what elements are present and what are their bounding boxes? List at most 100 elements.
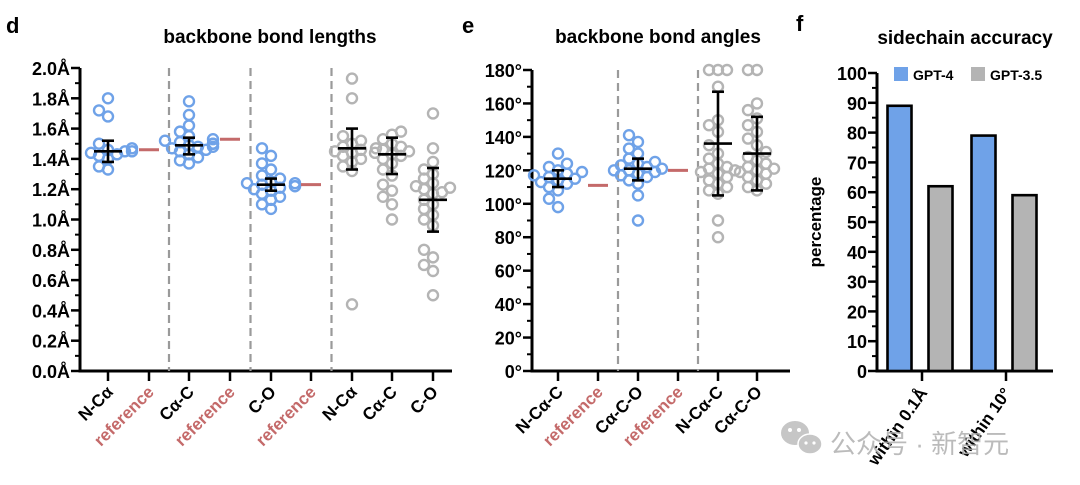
data-point [240, 176, 254, 190]
y-tick-label: 0 [857, 362, 867, 382]
data-point [255, 169, 269, 182]
data-point [182, 108, 196, 122]
y-tick-label: 120° [485, 161, 522, 181]
data-point [527, 169, 541, 182]
data-point [631, 214, 645, 227]
data-point [417, 243, 431, 257]
bar-gpt4 [970, 134, 997, 373]
data-point [376, 178, 390, 191]
y-tick-label: 140° [485, 128, 522, 148]
data-point [711, 80, 725, 93]
data-point [551, 147, 565, 160]
data-point [741, 160, 755, 174]
y-tick-label: 0.0Å [32, 362, 70, 382]
panel-d-bond-lengths: d backbone bond lengths 0.0Å 0.2Å 0.4Å 0.6Å… [6, 13, 457, 450]
data-point [206, 133, 220, 146]
data-point [542, 160, 556, 174]
y-tick-label: 80° [495, 228, 522, 248]
data-point [376, 190, 390, 203]
y-tick-label: 160° [485, 94, 522, 114]
panel-letter-e: e [462, 13, 474, 38]
data-point [702, 139, 716, 152]
panel-e-bond-angles: e backbone bond angles 0° 20° 40° 60° 80° 100… [462, 13, 790, 450]
data-point [648, 155, 662, 169]
data-point [417, 163, 431, 176]
data-point [560, 157, 574, 170]
y-tick-label: 100° [485, 195, 522, 215]
y-tick-label: 0.4Å [32, 301, 70, 321]
y-tick-label: 30 [847, 273, 867, 293]
panel-letter-d: d [6, 13, 19, 38]
data-point [84, 146, 98, 160]
data-point [264, 149, 278, 163]
data-point [750, 97, 764, 110]
y-tick-label: 0.2Å [32, 332, 70, 352]
data-point [426, 251, 440, 264]
data-point [426, 155, 440, 169]
data-point [255, 157, 269, 170]
data-point [702, 118, 716, 132]
legend-label-gpt35: GPT-3.5 [990, 67, 1042, 83]
y-tick-label: 1.2Å [32, 180, 70, 200]
data-point [409, 179, 423, 193]
legend-label-gpt4: GPT-4 [913, 67, 954, 83]
data-point [345, 298, 359, 311]
chart-title-e: backbone bond angles [555, 27, 761, 48]
x-category-label: C-O [406, 382, 441, 417]
x-category-label: C-O [244, 382, 279, 417]
data-point [158, 134, 172, 147]
y-tick-label: 90 [847, 94, 867, 114]
legend-swatch-gpt35 [971, 67, 985, 81]
data-point [182, 95, 196, 108]
y-tick-label: 20 [847, 302, 867, 322]
chart-title-f: sidechain accuracy [877, 28, 1053, 49]
data-point [741, 63, 755, 77]
y-tick-label: 180° [485, 61, 522, 81]
data-point [655, 162, 669, 175]
data-point [173, 125, 187, 138]
marks-e [527, 63, 781, 244]
data-point [720, 63, 734, 77]
data-point [741, 132, 755, 145]
data-point [426, 107, 440, 120]
watermark: 公众号 · 新智元 [781, 421, 1009, 459]
legend-swatch-gpt4 [894, 67, 908, 81]
data-point [394, 125, 408, 138]
y-tick-label: 2.0Å [32, 59, 70, 79]
panel-letter-f: f [796, 11, 804, 36]
y-tick-label: 0.8Å [32, 241, 70, 261]
data-point [288, 176, 302, 190]
data-point [759, 145, 773, 159]
bar-gpt35 [927, 184, 954, 373]
data-point [336, 129, 350, 143]
data-point [622, 142, 636, 155]
data-point [101, 110, 115, 123]
y-tick-label: 60 [847, 183, 867, 203]
y-tick-label: 1.4Å [32, 150, 70, 170]
y-tick-label: 70 [847, 153, 867, 173]
y-tick-label: 60° [495, 262, 522, 282]
y-tick-label: 20° [495, 329, 522, 349]
data-point [622, 129, 636, 142]
data-point [741, 118, 755, 132]
data-point [614, 159, 628, 172]
data-point [255, 142, 269, 155]
axes-d: 0.0Å 0.2Å 0.4Å 0.6Å 0.8Å 1.0Å 1.2Å 1.4Å 1.6Å 1.8Å… [32, 59, 452, 450]
data-point [206, 137, 220, 150]
data-point [385, 184, 399, 197]
data-point [702, 63, 716, 77]
data-point [182, 119, 196, 132]
data-point [264, 163, 278, 176]
data-point [551, 200, 565, 214]
data-point [101, 92, 115, 105]
data-point [417, 258, 431, 272]
data-point [711, 231, 725, 244]
data-point [575, 165, 589, 179]
axes-e: 0°20°40°60°80°100°120°140°160°180°N-Cα-C… [485, 61, 790, 450]
data-point [92, 104, 106, 117]
y-tick-label: 10 [847, 332, 867, 352]
data-point [702, 174, 716, 187]
y-tick-label: 0° [505, 362, 522, 382]
y-tick-label: 50 [847, 213, 867, 233]
